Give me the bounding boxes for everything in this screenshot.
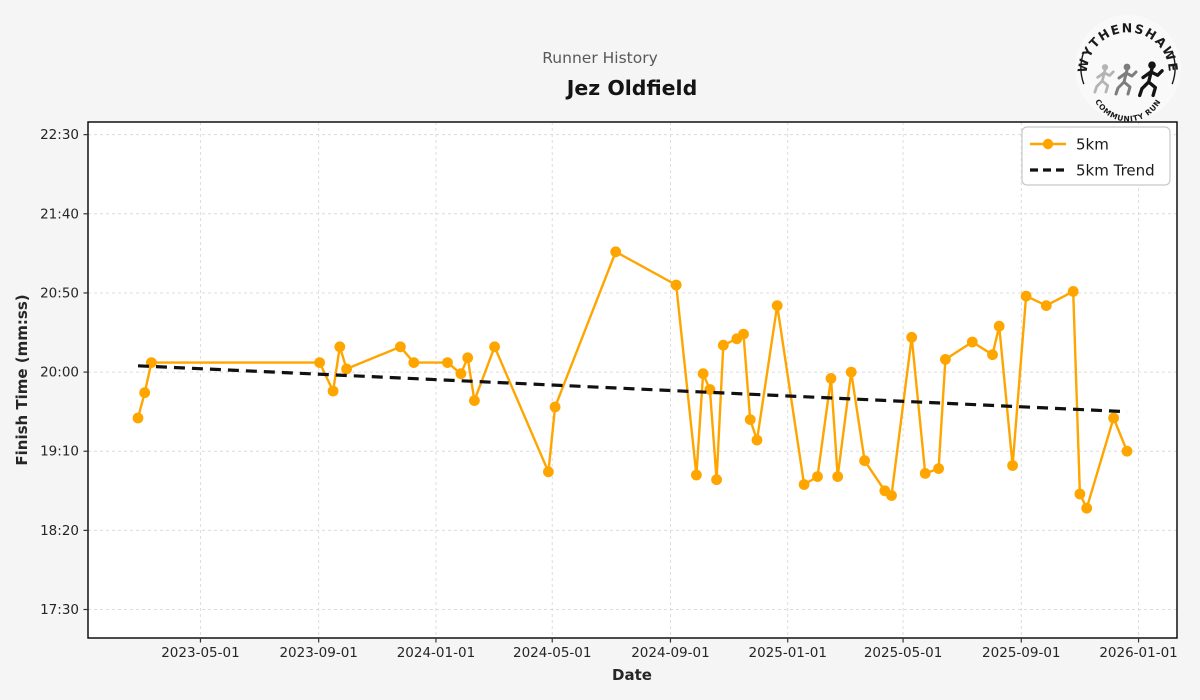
data-point	[832, 471, 844, 482]
x-tick-label: 2023-09-01	[279, 645, 357, 661]
data-point	[469, 395, 480, 406]
x-tick-label: 2026-01-01	[1099, 645, 1177, 661]
data-point	[1074, 488, 1086, 500]
x-tick-label: 2025-09-01	[982, 645, 1060, 661]
x-tick-label: 2024-01-01	[397, 645, 475, 661]
data-point	[711, 474, 722, 486]
data-point	[1067, 286, 1079, 297]
data-point	[845, 366, 857, 378]
data-point	[610, 246, 622, 258]
data-point	[489, 341, 500, 353]
data-point	[442, 357, 453, 368]
axis-ticks: 2023-05-01 2023-09-01 2024-01-01 2024-05-01…	[40, 127, 1178, 661]
data-point	[1007, 460, 1018, 471]
legend: 5km 5km Trend	[1021, 126, 1171, 186]
data-series-layer	[132, 246, 1133, 514]
logo-right-arc	[1171, 51, 1176, 85]
data-point	[341, 363, 352, 375]
y-tick-label: 20:00	[40, 365, 79, 381]
club-logo: WYTHENSHAWE COMMUNITY RUN	[1075, 15, 1181, 124]
data-point	[455, 368, 467, 380]
y-tick-label: 18:20	[40, 523, 79, 539]
data-point	[462, 352, 474, 364]
data-point	[906, 331, 918, 343]
logo-left-arc	[1080, 51, 1085, 85]
y-tick-label: 19:10	[40, 444, 79, 460]
data-point	[1020, 290, 1032, 302]
data-point	[744, 414, 756, 425]
data-point	[919, 468, 931, 479]
data-point	[812, 471, 823, 482]
data-point	[886, 490, 897, 501]
data-point	[327, 385, 339, 397]
data-point	[771, 300, 783, 311]
data-point	[1040, 300, 1052, 311]
gridlines	[88, 122, 1177, 638]
data-point	[691, 469, 702, 481]
data-point	[751, 434, 763, 446]
data-point	[717, 339, 729, 351]
data-point	[139, 387, 151, 399]
data-point	[395, 341, 406, 353]
data-point	[966, 336, 978, 348]
data-point	[798, 479, 810, 490]
chart-title: Jez Oldfield	[565, 76, 698, 100]
data-point	[738, 328, 749, 340]
x-tick-label: 2024-09-01	[631, 645, 709, 661]
data-point	[314, 357, 325, 368]
chart-subtitle: Runner History	[542, 49, 658, 67]
data-point	[825, 373, 837, 384]
x-tick-label: 2024-05-01	[513, 645, 591, 661]
plot-area	[88, 122, 1177, 638]
data-point	[859, 455, 870, 467]
data-point	[993, 320, 1005, 332]
data-point	[132, 412, 144, 424]
legend-5km-label: 5km	[1076, 136, 1109, 154]
y-tick-label: 17:30	[40, 602, 79, 618]
data-point	[334, 341, 346, 353]
x-tick-label: 2025-01-01	[748, 645, 826, 661]
x-tick-label: 2025-05-01	[864, 645, 942, 661]
data-point	[987, 349, 998, 361]
legend-5km-marker-icon	[1042, 138, 1054, 150]
legend-trend-label: 5km Trend	[1076, 162, 1155, 180]
x-axis-label: Date	[612, 666, 652, 684]
data-point	[933, 463, 944, 474]
data-point	[940, 354, 951, 365]
y-axis-label: Finish Time (mm:ss)	[13, 294, 31, 465]
data-point	[549, 401, 561, 413]
data-point	[670, 279, 682, 291]
data-point	[543, 466, 554, 478]
data-point	[1108, 412, 1119, 424]
data-point	[697, 368, 709, 380]
y-tick-label: 21:40	[40, 206, 79, 222]
y-tick-label: 20:50	[40, 285, 79, 301]
data-point	[704, 384, 716, 395]
y-tick-label: 22:30	[40, 127, 79, 143]
x-tick-label: 2023-05-01	[161, 645, 239, 661]
trend-line	[137, 364, 1128, 414]
data-point	[408, 357, 420, 368]
data-point	[1081, 502, 1093, 514]
data-point	[1121, 445, 1133, 457]
axes-spines	[87, 121, 1178, 639]
